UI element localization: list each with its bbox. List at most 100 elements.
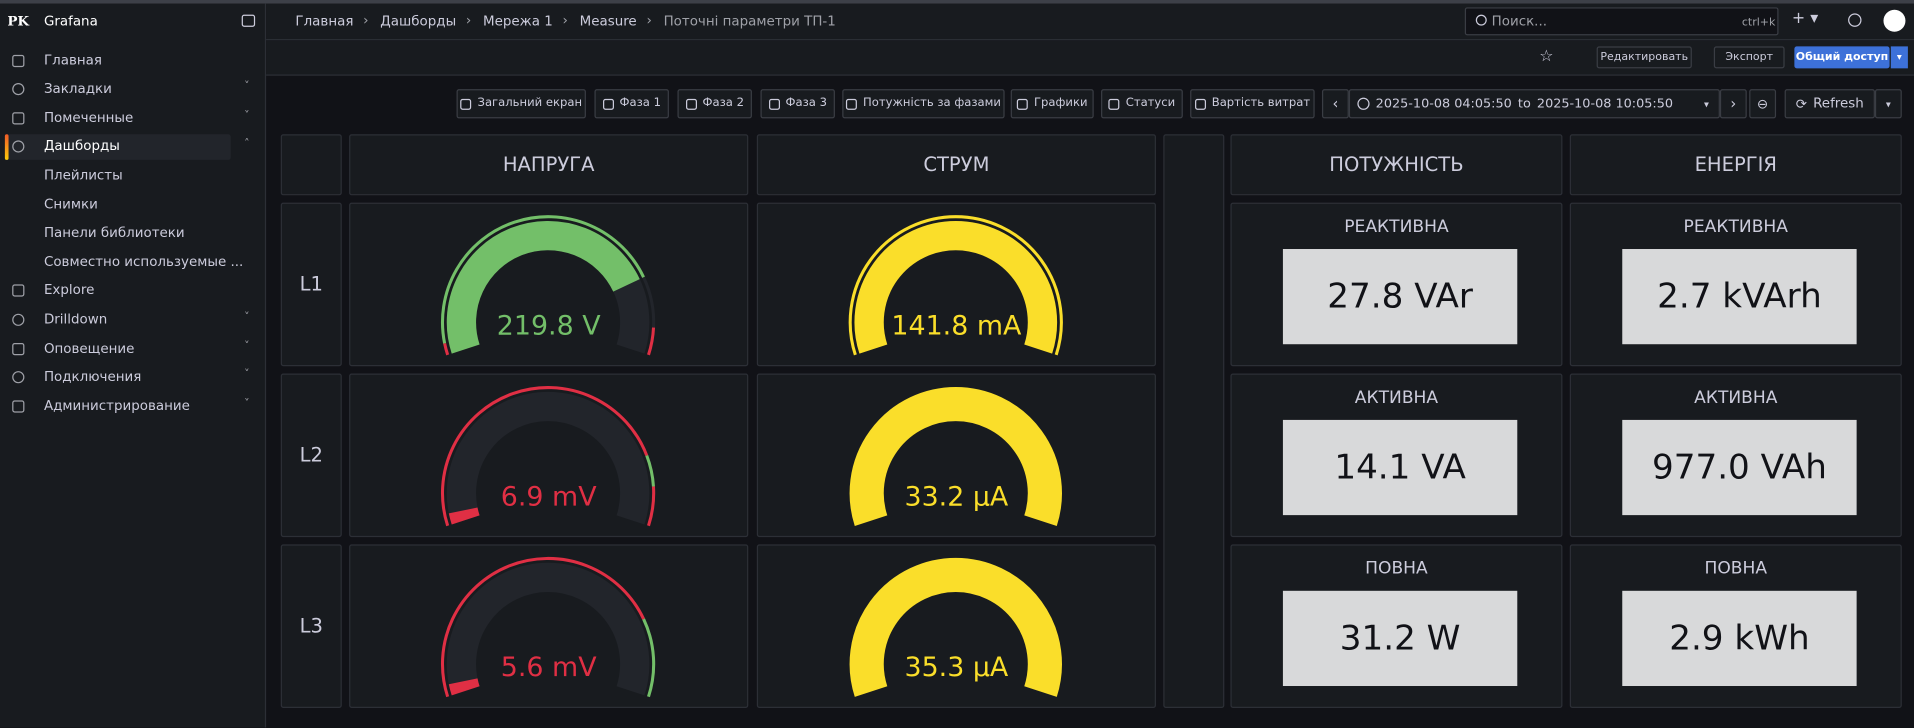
link-icon: [1194, 98, 1206, 110]
menu-item[interactable]: Администрирование: [43, 397, 190, 414]
menu-icon: [12, 313, 25, 326]
header-panel: СТРУМ: [756, 134, 1156, 196]
time-dropdown: ▾: [1704, 98, 1709, 110]
help-icon[interactable]: [1848, 13, 1862, 27]
menu-item[interactable]: Главная: [43, 52, 102, 69]
share-button[interactable]: Общий доступ: [1794, 46, 1890, 69]
breadcrumb[interactable]: Дашборды: [380, 13, 457, 30]
stat-value: 31.2 W: [1339, 617, 1461, 658]
menu-item[interactable]: Плейлисты: [43, 167, 123, 184]
export-button[interactable]: Экспорт: [1713, 46, 1785, 69]
gauge-value: 141.8 mA: [891, 311, 1022, 342]
menu-item[interactable]: Оповещение: [43, 340, 135, 357]
edit-button[interactable]: Редактировать: [1596, 46, 1692, 69]
breadcrumb-separator: ›: [465, 12, 472, 29]
stat-title: АКТИВНА: [1694, 388, 1778, 408]
voltage-panel: 219.8 V: [349, 202, 749, 367]
menu-item[interactable]: Подключения: [43, 368, 142, 385]
breadcrumb-separator: ›: [562, 12, 568, 29]
search-box[interactable]: Поиск... ctrl+k: [1464, 7, 1779, 36]
dashboard-link[interactable]: Загальний екран: [456, 89, 586, 119]
power-panel: АКТИВНА 14.1 VA: [1230, 373, 1563, 538]
menu-item[interactable]: Закладки: [43, 80, 112, 97]
menu-icon: [12, 112, 25, 125]
search-placeholder: Поиск...: [1491, 13, 1547, 30]
voltage-panel: 5.6 mV: [349, 544, 749, 708]
time-picker[interactable]: 2025-10-08 04:05:50 to 2025-10-08 10:05:50…: [1348, 89, 1720, 119]
star-icon[interactable]: ☆: [1539, 47, 1554, 66]
menu-icon: [12, 400, 25, 413]
breadcrumb: Поточні параметри ТП-1: [663, 13, 836, 30]
time-forward[interactable]: ›: [1719, 89, 1747, 119]
gauge-threshold: [441, 215, 645, 344]
menu-item[interactable]: Дашборды: [43, 137, 120, 154]
menu-chevron[interactable]: ˅: [244, 397, 250, 411]
current-panel: 33.2 µA: [756, 373, 1156, 538]
time-back[interactable]: ‹: [1321, 89, 1349, 119]
phase-panel: L3: [280, 544, 342, 708]
share-dropdown[interactable]: ▾: [1890, 46, 1908, 69]
dashboard-link[interactable]: Фаза 2: [677, 89, 752, 119]
menu-item[interactable]: Совместно используемые ...: [43, 253, 244, 270]
menu-item[interactable]: Помеченные: [43, 109, 134, 126]
dashboard-link[interactable]: Вартість витрат: [1190, 89, 1315, 119]
refresh-button[interactable]: ⟳ Refresh: [1784, 89, 1875, 119]
menu-chevron[interactable]: ˅: [244, 340, 250, 353]
menu-item[interactable]: Explore: [43, 281, 95, 298]
stat-box: 977.0 VAh: [1622, 419, 1857, 516]
stat-value: 14.1 VA: [1334, 446, 1466, 488]
gauge-threshold: [642, 618, 656, 698]
avatar[interactable]: [1883, 9, 1906, 32]
gauge-fill: [448, 507, 480, 525]
search-icon: [1475, 14, 1487, 26]
header-title: ЕНЕРГІЯ: [1694, 152, 1777, 176]
stat-title: ПОВНА: [1365, 559, 1428, 579]
dashboard-link[interactable]: Статуси: [1101, 89, 1183, 119]
time-to: 2025-10-08 10:05:50: [1536, 96, 1674, 112]
gauge-threshold: [647, 486, 656, 527]
gauge-fill: [849, 387, 1062, 526]
corner-panel: [280, 134, 342, 196]
dashboard-link[interactable]: Фаза 1: [594, 89, 669, 119]
gauge: [849, 557, 1062, 697]
stat-box: 27.8 VAr: [1282, 249, 1518, 345]
gauge-threshold: [440, 386, 649, 527]
refresh-icon: ⟳: [1795, 95, 1807, 112]
breadcrumb[interactable]: Главная: [295, 13, 354, 30]
gauge-value: 5.6 mV: [500, 653, 597, 684]
gauge-fill: [849, 557, 1062, 697]
window-edge: [0, 0, 1914, 4]
current-panel: 35.3 µA: [756, 544, 1156, 708]
link-icon: [845, 98, 857, 110]
header-title: ПОТУЖНІСТЬ: [1329, 152, 1464, 176]
menu-item[interactable]: Drilldown: [43, 311, 108, 328]
dashboard-link[interactable]: Графики: [1010, 89, 1094, 119]
dashboard-link[interactable]: Фаза 3: [760, 89, 835, 119]
menu-item[interactable]: Панели библиотеки: [43, 224, 185, 241]
breadcrumb[interactable]: Мережа 1: [483, 13, 553, 30]
link-icon: [1016, 98, 1028, 110]
stat-value: 2.7 kVArh: [1657, 275, 1822, 317]
menu-chevron[interactable]: ˅: [244, 368, 250, 381]
logo: PK: [7, 13, 30, 30]
menu-chevron[interactable]: ˅: [244, 80, 250, 93]
new-button[interactable]: + ▾: [1791, 9, 1819, 29]
menu-chevron[interactable]: ˄: [244, 137, 250, 151]
power-panel: ПОВНА 31.2 W: [1230, 544, 1563, 708]
gauge-track: [446, 562, 650, 696]
stat-box: 31.2 W: [1282, 590, 1518, 687]
stat-box: 2.7 kVArh: [1622, 249, 1857, 345]
phase-label: L3: [299, 613, 323, 638]
phase-panel: L1: [280, 202, 342, 367]
menu-active-bar: [4, 134, 9, 160]
breadcrumb[interactable]: Measure: [579, 13, 637, 30]
menu-item[interactable]: Снимки: [43, 196, 98, 213]
dock-icon[interactable]: [241, 14, 256, 27]
link-label: Вартість витрат: [1211, 96, 1311, 110]
dashboard-link[interactable]: Потужність за фазами: [842, 89, 1005, 119]
menu-chevron[interactable]: ˅: [244, 109, 250, 123]
zoom-out[interactable]: ⊖: [1749, 89, 1777, 119]
menu-chevron[interactable]: ˅: [244, 311, 250, 324]
refresh-dropdown[interactable]: ▾: [1874, 89, 1902, 119]
